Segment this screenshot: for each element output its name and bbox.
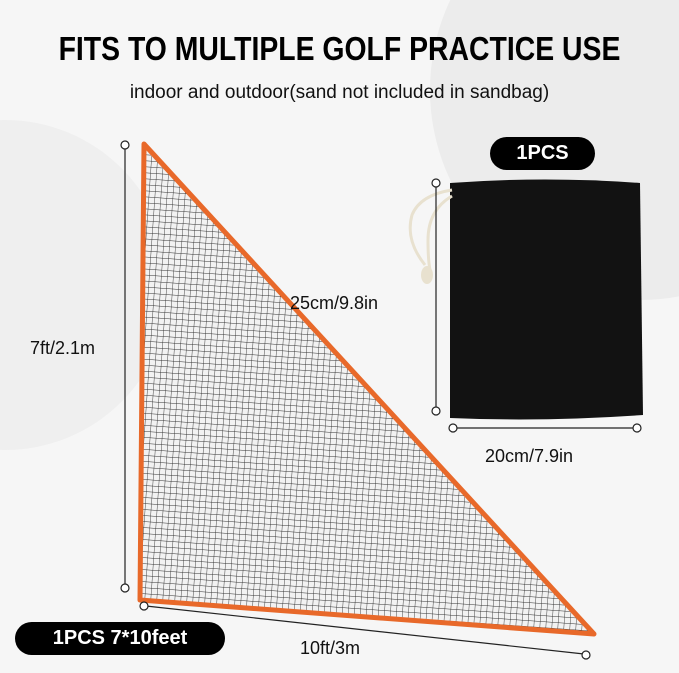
- sandbag-quantity-badge: 1PCS: [490, 137, 595, 170]
- sandbag: [408, 179, 643, 420]
- sandbag-height-dimension: [431, 178, 441, 416]
- net-height-dimension: [120, 140, 130, 593]
- golf-net: [137, 141, 597, 637]
- net-width-dimension: [139, 601, 591, 660]
- headline: FITS TO MULTIPLE GOLF PRACTICE USE: [58, 30, 621, 67]
- net-width-label: 10ft/3m: [300, 638, 361, 658]
- net-quantity-badge: 1PCS 7*10feet: [15, 622, 225, 655]
- sandbag-width-label: 20cm/7.9in: [485, 446, 574, 466]
- subheadline: indoor and outdoor(sand not included in …: [129, 82, 550, 103]
- sandbag-width-dimension: [448, 423, 642, 433]
- sandbag-height-label: 25cm/9.8in: [290, 293, 379, 313]
- net-height-label: 7ft/2.1m: [30, 338, 96, 358]
